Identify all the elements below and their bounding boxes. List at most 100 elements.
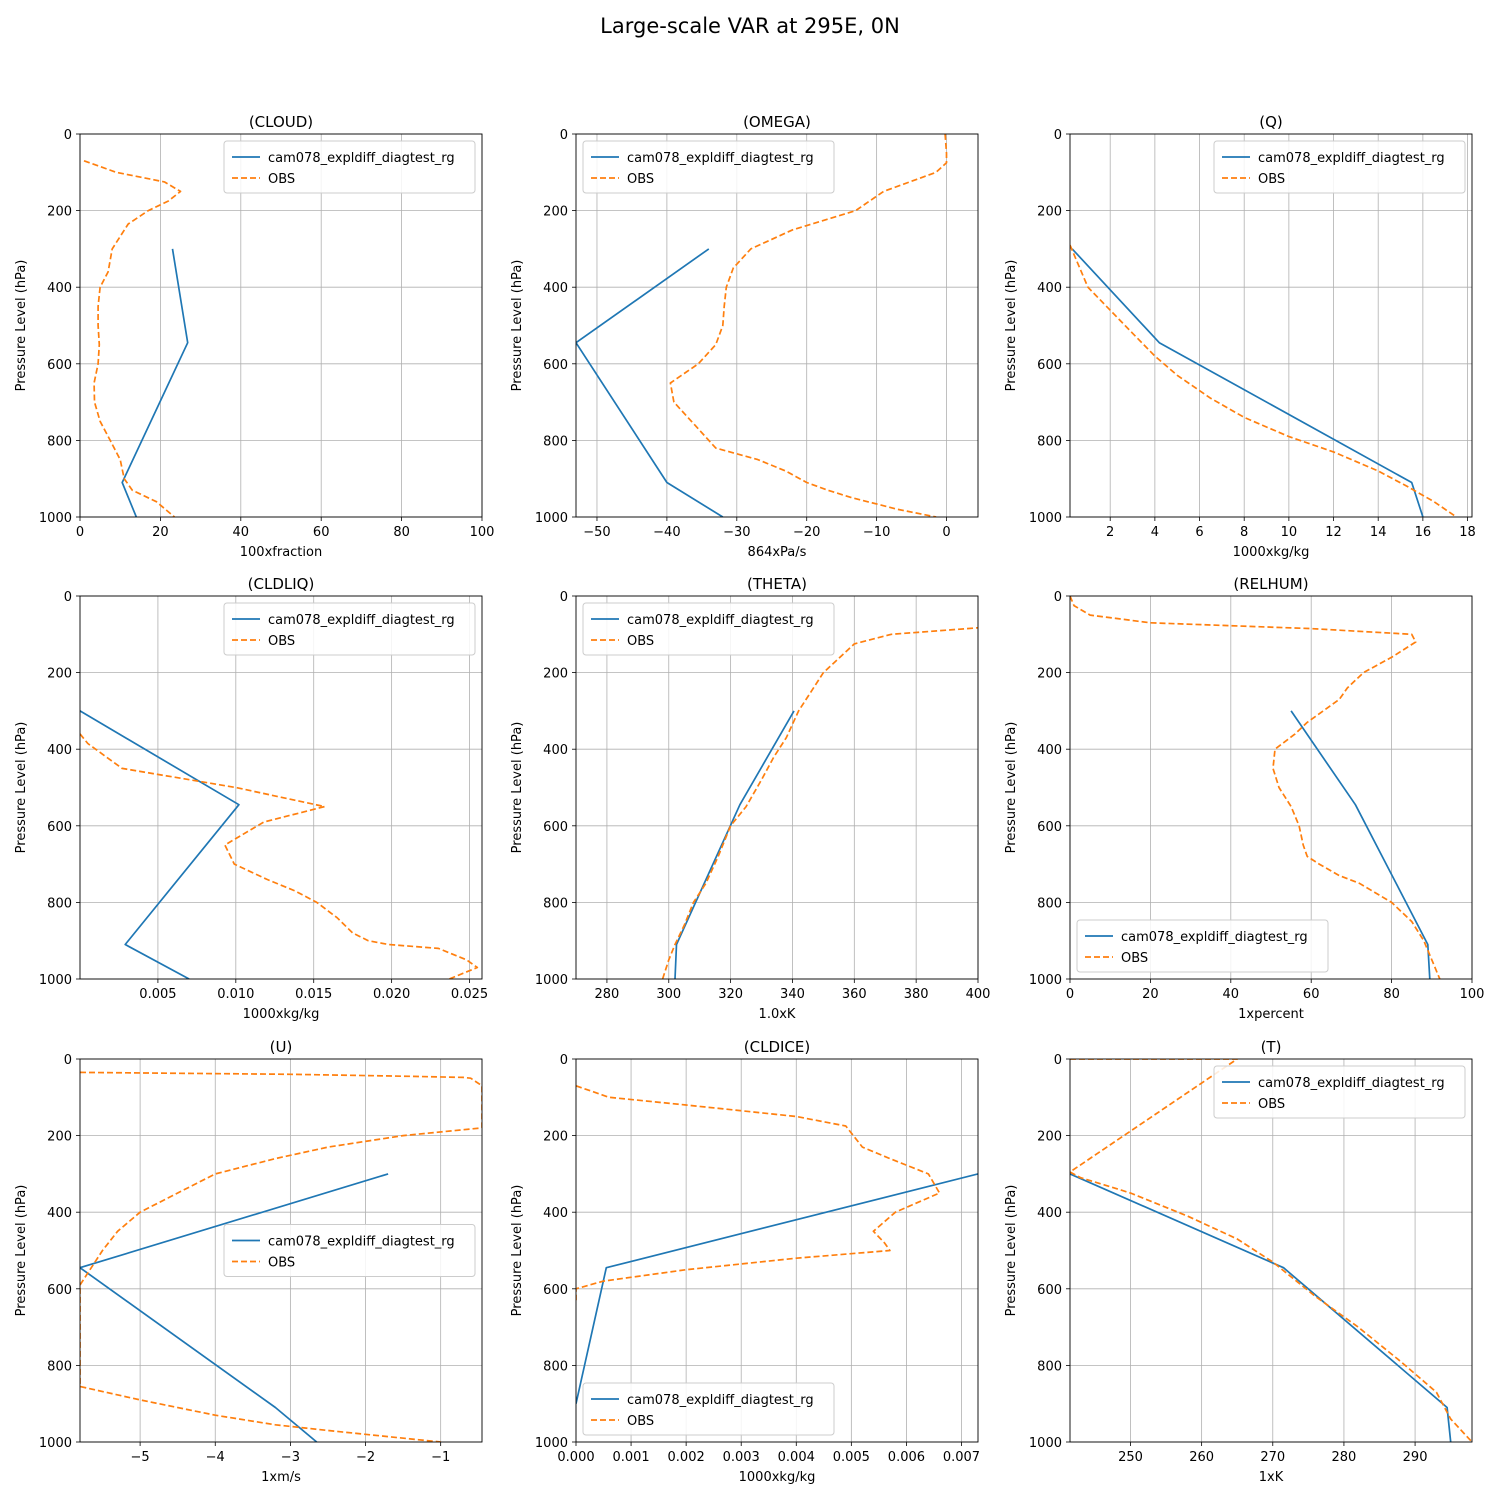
- axes-frame: [79, 1058, 483, 1443]
- x-tick-label: −5: [131, 1450, 150, 1465]
- legend: cam078_expldiff_diagtest_rg OBS: [582, 1382, 835, 1436]
- model-series-line: [576, 1173, 978, 1404]
- y-tick-label: 600: [543, 820, 568, 835]
- y-tick-label: 200: [543, 667, 568, 682]
- y-tick-label: 200: [47, 667, 72, 682]
- y-tick-label: 600: [47, 820, 72, 835]
- x-axis-label: 1xpercent: [1238, 1007, 1304, 1022]
- series-group: [1070, 1059, 1472, 1442]
- legend-label: cam078_expldiff_diagtest_rg: [627, 1393, 814, 1408]
- legend: cam078_expldiff_diagtest_rg OBS: [1213, 140, 1466, 194]
- legend-box: [582, 602, 835, 656]
- y-tick-label: 1000: [39, 973, 72, 988]
- subplot-title: (RELHUM): [1233, 575, 1308, 593]
- y-tick-label: 0: [560, 590, 568, 605]
- axes-frame: [79, 595, 483, 980]
- y-tick-label: 1000: [1029, 511, 1062, 526]
- x-tick-label: 340: [780, 987, 805, 1002]
- x-tick-label: −20: [793, 525, 820, 540]
- x-tick-label: 270: [1260, 1450, 1285, 1465]
- obs-series-line: [83, 159, 182, 517]
- x-tick-label: 250: [1118, 1450, 1143, 1465]
- y-tick-label: 0: [1054, 590, 1062, 605]
- y-tick-label: 600: [543, 1283, 568, 1298]
- subplot-cldice: 0.000 0.001 0.002 0.003 0.004 0.005 0.006 0.007…: [510, 1038, 980, 1485]
- y-tick-label: 1000: [535, 1436, 568, 1451]
- obs-series-line: [80, 733, 479, 979]
- legend-box: [582, 140, 835, 194]
- legend-label: cam078_expldiff_diagtest_rg: [1258, 151, 1445, 166]
- x-tick-label: 100: [1460, 987, 1485, 1002]
- legend-label: cam078_expldiff_diagtest_rg: [1121, 930, 1308, 945]
- legend-box: [1213, 140, 1466, 194]
- model-series-line: [576, 248, 724, 517]
- legend: cam078_expldiff_diagtest_rg OBS: [223, 140, 476, 194]
- x-tick-label: 60: [313, 525, 330, 540]
- legend-box: [1213, 1065, 1466, 1119]
- axes-frame: [79, 133, 483, 518]
- x-tick-label: 0: [1066, 987, 1074, 1002]
- x-tick-label: 0.015: [295, 987, 332, 1002]
- y-tick-label: 400: [543, 1206, 568, 1221]
- x-tick-label: 0.003: [723, 1450, 760, 1465]
- model-series-line: [674, 710, 795, 979]
- y-tick-label: 0: [1054, 128, 1062, 143]
- x-tick-label: 40: [233, 525, 250, 540]
- subplot-title: (CLDLIQ): [248, 575, 315, 593]
- y-axis-label: Pressure Level (hPa): [14, 722, 29, 854]
- series-group: [80, 710, 479, 979]
- y-axis-label: Pressure Level (hPa): [510, 260, 525, 392]
- series-group: [80, 1071, 482, 1442]
- legend-label: OBS: [268, 1256, 295, 1271]
- legend-box: [1076, 919, 1329, 973]
- y-tick-label: 400: [1037, 1206, 1062, 1221]
- y-tick-label: 600: [1037, 1283, 1062, 1298]
- legend-label: cam078_expldiff_diagtest_rg: [268, 613, 455, 628]
- x-tick-label: 20: [1142, 987, 1159, 1002]
- x-tick-label: 60: [1303, 987, 1320, 1002]
- y-tick-label: 1000: [39, 1436, 72, 1451]
- x-tick-label: −30: [723, 525, 750, 540]
- x-tick-label: −4: [206, 1450, 225, 1465]
- subplot-title: (Q): [1259, 113, 1283, 131]
- y-axis-label: Pressure Level (hPa): [510, 722, 525, 854]
- obs-series-line: [1070, 1059, 1472, 1442]
- legend-label: OBS: [1258, 1097, 1285, 1112]
- subplot-omega: −50 −40 −30 −20 −10 0 0 200 400 600 800 1000 (OMEGA)…: [510, 113, 979, 560]
- series-group: [661, 626, 978, 979]
- x-tick-label: −50: [583, 525, 610, 540]
- y-tick-label: 0: [64, 1053, 72, 1068]
- obs-series-line: [1070, 244, 1457, 517]
- x-tick-label: 0.002: [668, 1450, 705, 1465]
- x-tick-label: 100: [470, 525, 495, 540]
- model-series-line: [80, 710, 240, 979]
- axes-frame: [575, 133, 979, 518]
- series-group: [1070, 244, 1457, 517]
- model-series-line: [1070, 1173, 1452, 1442]
- x-axis-label: 864xPa/s: [748, 545, 807, 560]
- series-group: [576, 1084, 978, 1404]
- series-group: [1070, 596, 1441, 979]
- x-tick-label: 0.010: [217, 987, 254, 1002]
- model-series-line: [1290, 710, 1431, 979]
- subplot-u: −5 −4 −3 −2 −1 0 200 400 600 800 1000 (U) 1xm/s Press…: [14, 1038, 483, 1485]
- legend-label: OBS: [627, 172, 654, 187]
- x-tick-label: −2: [356, 1450, 375, 1465]
- y-tick-label: 400: [47, 281, 72, 296]
- y-tick-label: 400: [47, 1206, 72, 1221]
- y-tick-label: 600: [47, 1283, 72, 1298]
- legend: cam078_expldiff_diagtest_rg OBS: [223, 602, 476, 656]
- x-axis-label: 1.0xK: [759, 1007, 796, 1022]
- x-tick-label: 0.020: [373, 987, 410, 1002]
- x-tick-label: 80: [393, 525, 410, 540]
- x-tick-label: 16: [1415, 525, 1432, 540]
- legend-label: cam078_expldiff_diagtest_rg: [1258, 1076, 1445, 1091]
- y-tick-label: 0: [64, 128, 72, 143]
- y-tick-label: 400: [1037, 743, 1062, 758]
- figure-title: Large-scale VAR at 295E, 0N: [600, 14, 900, 38]
- legend-box: [223, 1224, 476, 1277]
- x-tick-label: −1: [431, 1450, 450, 1465]
- x-tick-label: 0: [942, 525, 950, 540]
- subplot-cldliq: 0.005 0.010 0.015 0.020 0.025 0 200 400 600 800 10…: [14, 575, 488, 1022]
